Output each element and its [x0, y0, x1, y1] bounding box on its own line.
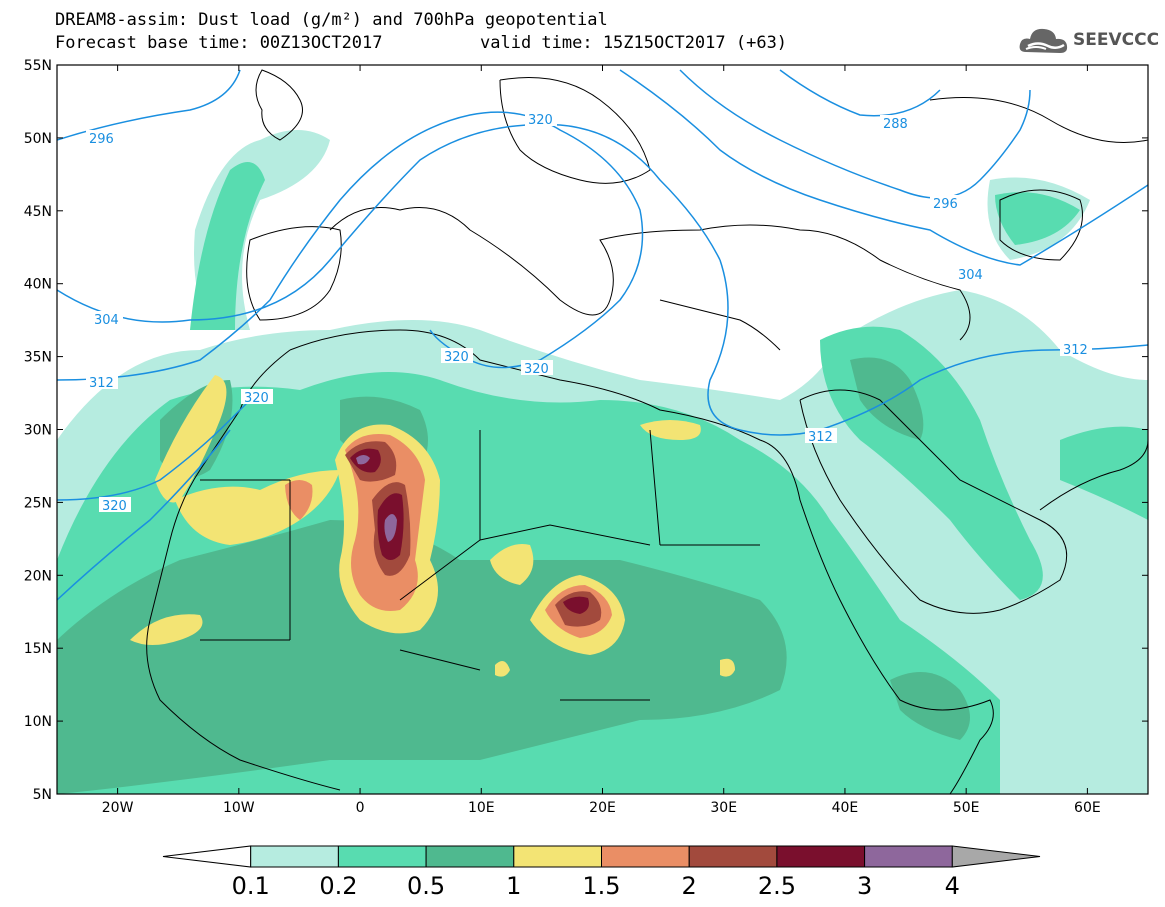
- dust-load-field: [57, 65, 1148, 794]
- lon-label: 0: [356, 800, 365, 816]
- contour-labels: 296 320 288 296 304 304 312 320 320 320 …: [86, 111, 1092, 514]
- contour-label: 320: [524, 362, 549, 377]
- colorbar-tick-label: 0.2: [319, 872, 357, 900]
- contour-304-west: [57, 123, 721, 323]
- lat-label: 45N: [24, 204, 52, 220]
- colorbar-segment: [864, 845, 953, 868]
- contour-288: [779, 69, 941, 117]
- lat-label: 40N: [24, 277, 52, 293]
- contour-304-east: [619, 69, 1148, 266]
- seevccc-logo: SEEVCCC: [1018, 24, 1160, 58]
- lat-label: 25N: [24, 495, 52, 511]
- cloud-logo-icon: [1019, 28, 1068, 53]
- contour-label: 312: [89, 376, 114, 391]
- colorbar-segment: [425, 845, 515, 868]
- colorbar-tick-label: 0.5: [407, 872, 445, 900]
- time-info: Forecast base time: 00Z13OCT2017 valid ti…: [55, 33, 787, 53]
- lat-label: 35N: [24, 350, 52, 366]
- contour-label: 312: [808, 430, 833, 445]
- contour-320-sw: [57, 429, 231, 601]
- colorbar-segment: [688, 845, 778, 868]
- lon-label: 30E: [710, 800, 737, 816]
- base-time: Forecast base time: 00Z13OCT2017: [55, 33, 383, 53]
- longitude-axis: 20W 10W 0 10E 20E 30E 40E 50E 60E: [102, 65, 1101, 816]
- lon-label: 20E: [589, 800, 616, 816]
- colorbar-tick-label: 0.1: [232, 872, 270, 900]
- contour-label: 288: [883, 117, 908, 132]
- colorbar-segment: [951, 845, 1041, 868]
- colorbar-segment: [162, 845, 252, 868]
- contour-label: 296: [933, 197, 958, 212]
- colorbar-segment: [250, 845, 339, 868]
- contour-label: 320: [102, 499, 127, 514]
- colorbar-segment: [776, 845, 866, 868]
- lon-label: 40E: [832, 800, 859, 816]
- contour-label: 296: [89, 132, 114, 147]
- contour-label: 320: [528, 113, 553, 128]
- lat-label: 10N: [24, 714, 52, 730]
- colorbar-tick-label: 1.5: [582, 872, 620, 900]
- contour-label: 312: [1063, 343, 1088, 358]
- colorbar-segment: [601, 845, 690, 868]
- lat-label: 50N: [24, 131, 52, 147]
- logo-text: SEEVCCC: [1073, 30, 1160, 50]
- coastlines: [146, 69, 1148, 794]
- colorbar-segment: [513, 845, 602, 868]
- contour-label: 320: [244, 391, 269, 406]
- valid-time: valid time: 15Z15OCT2017 (+63): [480, 33, 788, 53]
- colorbar-segment: [337, 845, 427, 868]
- colorbar-tick-label: 2: [682, 872, 697, 900]
- contour-label: 304: [94, 313, 119, 328]
- latitude-axis: 55N 50N 45N 40N 35N 30N 25N 20N 15N 10N 5N: [24, 58, 1148, 803]
- colorbar-tick-label: 4: [945, 872, 960, 900]
- colorbar-tick-label: 2.5: [758, 872, 796, 900]
- map-title: DREAM8-assim: Dust load (g/m²) and 700hP…: [55, 10, 608, 30]
- lon-label: 10E: [468, 800, 495, 816]
- contour-320-west: [57, 389, 261, 501]
- lon-label: 50E: [953, 800, 980, 816]
- lat-label: 15N: [24, 641, 52, 657]
- lon-label: 60E: [1074, 800, 1101, 816]
- colorbar-tick-label: 3: [857, 872, 872, 900]
- lon-label: 20W: [102, 800, 134, 816]
- colorbar-tick-label: 1: [506, 872, 521, 900]
- colorbar: 0.1 0.2 0.5 1 1.5 2 2.5 3 4: [162, 845, 1041, 900]
- lat-label: 5N: [33, 787, 52, 803]
- lon-label: 10W: [223, 800, 255, 816]
- lat-label: 30N: [24, 423, 52, 439]
- contour-label: 304: [958, 268, 983, 283]
- contour-label: 320: [444, 350, 469, 365]
- contour-296-east: [679, 69, 1031, 199]
- lat-label: 55N: [24, 58, 52, 74]
- lat-label: 20N: [24, 568, 52, 584]
